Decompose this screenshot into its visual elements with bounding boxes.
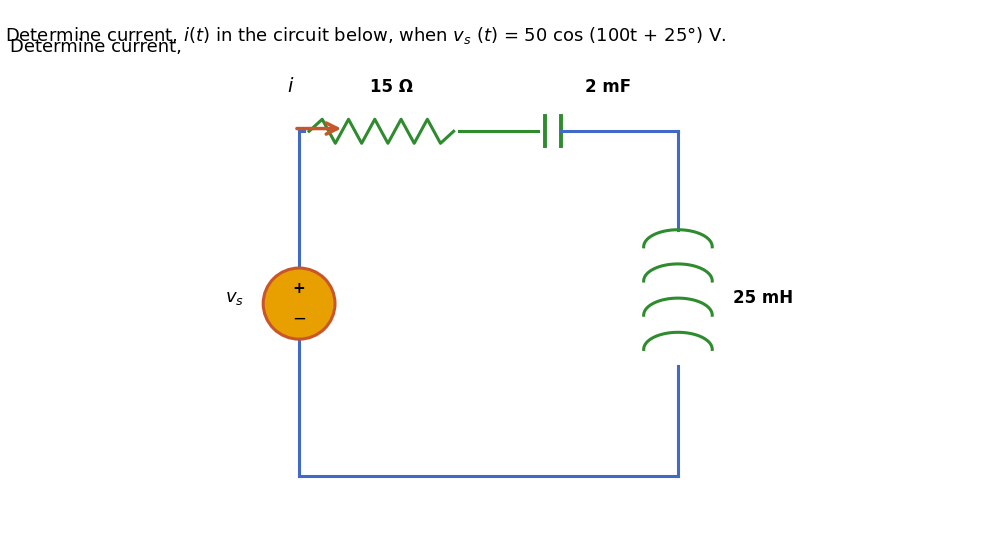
Text: Determine current, $i(t)$ in the circuit below, when $v_s$ $(t)$ = 50 cos (100t : Determine current, $i(t)$ in the circuit… bbox=[5, 25, 726, 45]
Text: $v_s$: $v_s$ bbox=[224, 289, 244, 307]
Text: Determine current,: Determine current, bbox=[10, 38, 187, 56]
Text: +: + bbox=[293, 281, 305, 296]
Text: −: − bbox=[292, 310, 306, 327]
Text: $i$: $i$ bbox=[287, 77, 295, 96]
Text: 25 mH: 25 mH bbox=[733, 289, 793, 307]
Ellipse shape bbox=[263, 268, 335, 339]
Text: 15 Ω: 15 Ω bbox=[370, 78, 413, 96]
Text: 2 mF: 2 mF bbox=[585, 78, 631, 96]
